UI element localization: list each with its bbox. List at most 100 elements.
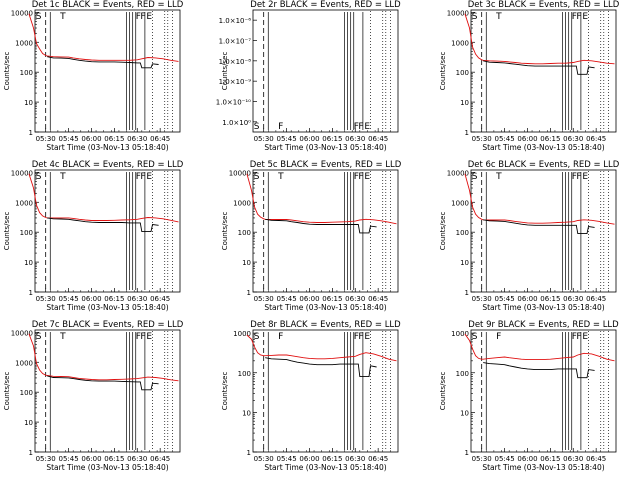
y-tick-label: 1000 [233,330,251,338]
event-marker-label: S [254,332,260,342]
panel-title: Det 9r BLACK = Events, RED = LLD [468,320,619,330]
y-tick-label: 1000 [451,199,469,207]
event-marker-label: E [146,12,152,22]
event-marker-label: T [59,332,66,342]
x-tick-label: 06:15 [322,455,342,463]
x-tick-label: 05:30 [254,455,274,463]
event-marker-label: F [136,332,141,342]
x-tick-label: 06:30 [563,135,583,143]
y-tick-label: 1.0×10⁻⁸ [219,58,252,66]
y-tick-label: 1000 [451,330,469,338]
y-tick-label: 1000 [233,199,251,207]
x-tick-label: 06:30 [345,455,365,463]
x-tick-label: 06:45 [150,455,170,463]
y-tick-label: 1 [247,449,251,457]
event-marker-label: E [146,332,152,342]
panel-title: Det 3c BLACK = Events, RED = LLD [468,0,620,10]
event-marker-label: T [495,172,502,182]
x-tick-label: 06:30 [345,295,365,303]
plot-frame [34,329,181,453]
x-tick-label: 06:45 [586,455,606,463]
detector-panel-1: Det 1c BLACK = Events, RED = LLD 1 10 100 10… [3,0,184,152]
x-axis-label: Start Time (03-Nov-13 05:18:40) [264,303,386,312]
y-axis-label: Counts/sec [3,52,11,91]
panel-title: Det 8r BLACK = Events, RED = LLD [250,320,401,330]
x-tick-label: 05:30 [36,135,56,143]
y-axis-label: Counts/sec [439,52,447,91]
y-tick-label: 10000 [447,169,469,177]
y-tick-label: 1 [465,289,469,297]
x-tick-label: 06:45 [368,135,388,143]
event-marker-label: F [278,122,283,132]
lld-series-line [246,173,397,225]
y-axis-label: Counts/sec [221,372,229,411]
x-tick-label: 05:45 [276,135,296,143]
event-marker-label: F [358,122,363,132]
y-tick-label: 100 [456,69,469,77]
x-tick-label: 06:15 [104,135,124,143]
y-tick-label: 10 [460,409,469,417]
event-marker-label: T [59,12,66,22]
x-tick-label: 06:45 [368,455,388,463]
event-marker-label: T [277,172,284,182]
plot-frame [252,169,399,293]
x-tick-label: 05:45 [276,295,296,303]
lld-series-line [464,173,615,225]
x-tick-label: 06:15 [322,295,342,303]
lld-series-line [464,13,615,65]
plot-frame [252,9,399,133]
x-tick-label: 05:30 [36,455,56,463]
y-tick-label: 10 [460,99,469,107]
panel-title: Det 2r BLACK = Events, RED = LLD [250,0,401,10]
y-tick-label: 10 [242,259,251,267]
x-tick-label: 06:00 [299,455,319,463]
y-axis-label: Counts/sec [439,372,447,411]
y-tick-label: 10000 [229,169,251,177]
event-marker-label: E [364,172,370,182]
y-tick-label: 1000 [15,39,33,47]
event-marker-label: F [140,172,145,182]
x-tick-label: 06:45 [150,135,170,143]
detector-panel-8: Det 8r BLACK = Events, RED = LLD 1 10 100 10… [221,320,401,472]
plot-frame [470,329,617,453]
x-tick-label: 06:45 [586,295,606,303]
x-tick-label: 05:45 [58,455,78,463]
x-axis-label: Start Time (03-Nov-13 05:18:40) [482,463,604,472]
events-series-line [47,56,159,69]
y-tick-label: 1.0×10⁻¹⁰ [216,99,251,107]
y-tick-label: 10000 [447,9,469,17]
plot-frame [470,9,617,133]
events-series-line [265,357,377,378]
event-marker-label: E [364,122,370,132]
x-tick-label: 06:00 [299,135,319,143]
event-marker-label: S [254,122,260,132]
y-tick-label: 10000 [11,169,33,177]
y-tick-label: 1 [29,449,33,457]
y-tick-label: 1 [247,289,251,297]
x-tick-label: 05:30 [472,455,492,463]
panel-title: Det 5c BLACK = Events, RED = LLD [250,160,402,170]
x-tick-label: 06:45 [368,295,388,303]
y-tick-label: 1000 [15,359,33,367]
y-tick-label: 10000 [11,9,33,17]
y-tick-label: 10 [24,99,33,107]
x-tick-label: 06:00 [81,135,101,143]
x-tick-label: 05:45 [494,455,514,463]
event-marker-label: F [358,332,363,342]
y-tick-label: 100 [20,389,33,397]
lld-series-line [464,333,615,362]
event-marker-label: E [582,12,588,22]
event-marker-label: S [472,172,478,182]
detector-panel-6: Det 6c BLACK = Events, RED = LLD 1 10 100 10… [439,160,620,312]
x-tick-label: 06:30 [563,295,583,303]
plot-frame [252,329,399,453]
event-marker-label: F [576,172,581,182]
event-marker-label: F [572,12,577,22]
x-tick-label: 06:30 [563,455,583,463]
x-tick-label: 06:30 [127,135,147,143]
detector-panel-4: Det 4c BLACK = Events, RED = LLD 1 10 100 10… [3,160,184,312]
y-tick-label: 1 [29,129,33,137]
x-tick-label: 06:00 [517,135,537,143]
y-tick-label: 10000 [11,329,33,337]
x-axis-label: Start Time (03-Nov-13 05:18:40) [482,303,604,312]
